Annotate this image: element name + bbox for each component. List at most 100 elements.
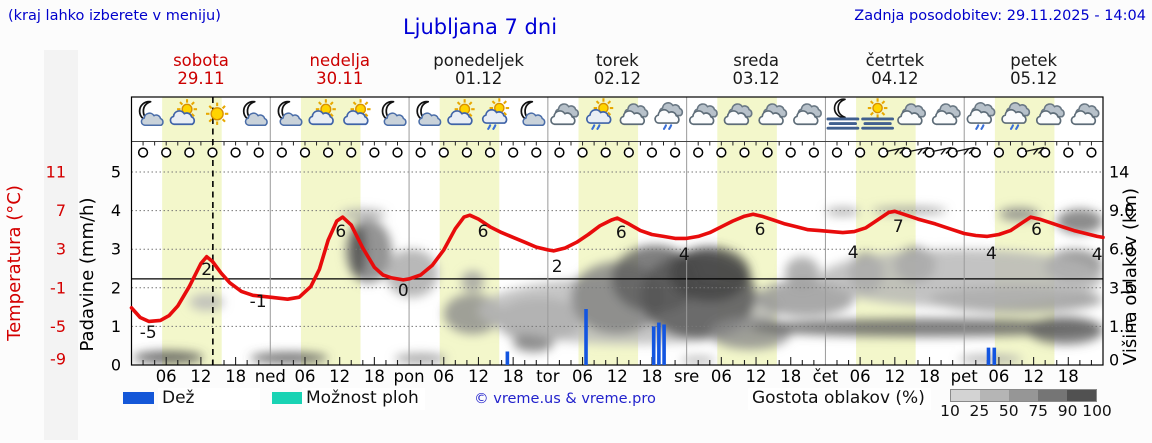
wind-calm-symbol <box>693 147 704 158</box>
wind-calm-symbol <box>831 147 843 158</box>
showers-legend-label: Možnost ploh <box>302 388 425 410</box>
wind-calm-symbol <box>878 147 889 158</box>
wind-calm-symbol <box>669 147 681 158</box>
rain-bar <box>584 309 588 365</box>
density-tick-label: 50 <box>998 402 1019 420</box>
menu-hint: (kraj lahko izberete v meniju) <box>8 8 221 24</box>
precip-tick-label: 3 <box>111 240 121 259</box>
temperature-value-label: 6 <box>478 222 489 242</box>
cloud-tick-label: 1.5 <box>1109 317 1134 336</box>
wind-calm-symbol <box>1040 147 1051 158</box>
cloud-blob <box>1027 316 1103 345</box>
wind-calm-symbol <box>276 147 288 158</box>
temperature-value-label: 0 <box>398 281 409 301</box>
wind-calm-symbol <box>901 147 912 158</box>
day-date: 03.12 <box>732 69 780 88</box>
weather-icon-clouds <box>1035 103 1065 126</box>
x-day-label: pon <box>394 367 425 386</box>
rain-bar <box>992 347 997 365</box>
x-hour-label: 18 <box>919 367 940 386</box>
density-color-segment <box>1009 390 1038 401</box>
last-update: Zadnja posodobitev: 29.11.2025 - 14:04 <box>854 8 1146 24</box>
temperature-value-label: 6 <box>616 223 627 243</box>
weather-icon-clouds <box>723 103 753 126</box>
density-color-segment <box>980 390 1009 401</box>
plot-frame <box>130 96 1104 366</box>
wind-barb <box>886 146 906 155</box>
weather-icon-moon-cloud <box>520 100 546 126</box>
weather-icon-moon-cloud <box>242 100 268 126</box>
weather-icon-sun-cloud <box>447 99 475 126</box>
cloud-blob <box>669 246 751 302</box>
page-title: Ljubljana 7 dni <box>402 15 558 39</box>
temp-tick-label: 11 <box>46 163 66 182</box>
wind-calm-symbol <box>785 147 796 158</box>
wind-calm-symbol <box>808 147 820 158</box>
weather-icon-sun-cloud <box>169 99 198 126</box>
rain-bar <box>505 351 510 365</box>
cloud-tick-label: 14 <box>1109 163 1129 182</box>
wind-calm-symbol <box>993 147 1005 158</box>
weather-icon-clouds <box>931 103 961 126</box>
x-hour-label: 12 <box>884 367 905 386</box>
temperature-curve <box>129 209 1105 324</box>
day-name: nedelja <box>309 51 371 70</box>
weather-icon-moon-cloud <box>138 100 164 126</box>
weather-icon-moon-cloud <box>381 100 407 126</box>
wind-calm-symbol <box>230 147 241 158</box>
wind-calm-symbol <box>508 147 519 158</box>
wind-calm-symbol <box>623 147 634 158</box>
x-hour-label: 12 <box>1023 367 1044 386</box>
cloud-blob <box>189 293 225 311</box>
wind-barb <box>909 146 929 155</box>
cloud-blob <box>1056 209 1103 234</box>
precip-tick-label: 5 <box>111 163 121 182</box>
weather-icon-moon-cloud <box>277 100 303 126</box>
wind-calm-symbol <box>299 147 311 158</box>
rain-bar <box>662 324 666 365</box>
x-hour-label: 18 <box>503 367 524 386</box>
copyright-link[interactable]: © vreme.us & vreme.pro <box>474 391 656 407</box>
x-hour-label: 12 <box>468 367 489 386</box>
wind-calm-symbol <box>854 147 866 158</box>
wind-calm-symbol <box>1016 147 1028 158</box>
x-hour-label: 06 <box>988 367 1009 386</box>
cloud-tick-label: 6.0 <box>1109 240 1134 259</box>
cloud-density-field <box>133 206 1103 365</box>
x-hour-label: 12 <box>746 367 767 386</box>
day-name: torek <box>596 51 639 70</box>
density-tick-label: 100 <box>1082 402 1112 420</box>
temperature-axis-title: Temperatura (°C) <box>4 185 25 341</box>
cloud-blob <box>513 334 554 353</box>
wind-calm-symbol <box>484 147 496 158</box>
temperature-value-label: 2 <box>201 260 212 280</box>
day-date: 05.12 <box>1010 69 1058 88</box>
x-hour-label: 18 <box>225 367 246 386</box>
density-color-segment <box>1038 390 1067 401</box>
day-header-nedelja: nedelja 30.11 <box>270 52 409 88</box>
wind-calm-symbol <box>438 147 449 158</box>
cloud-tick-label: 9.0 <box>1109 201 1134 220</box>
wind-calm-symbol <box>461 147 473 158</box>
cloud-density-legend-label: Gostota oblakov (%) <box>748 388 931 410</box>
cloud-tick-label: 3.5 <box>1109 278 1134 297</box>
showers-legend-swatch <box>272 392 303 404</box>
left-axis-strip <box>44 50 78 440</box>
cloud-density-scale-labels: 10 25 50 75 90 100 <box>0 402 1152 422</box>
weather-icon-fog-sun <box>861 98 894 130</box>
temp-tick-label: 7 <box>56 201 66 220</box>
cloud-tick-label: 0 <box>1109 351 1119 370</box>
weather-icon-sun-cloud-drizzle <box>481 98 510 130</box>
weather-icon-sun-cloud <box>343 99 371 126</box>
day-name: sreda <box>733 51 779 70</box>
cloud-blob <box>756 280 855 317</box>
wind-calm-symbol <box>577 147 588 158</box>
x-hour-label: 06 <box>711 367 732 386</box>
x-hour-label: 06 <box>850 367 871 386</box>
weather-icon-clouds <box>550 103 580 126</box>
wind-calm-symbol <box>1086 147 1097 158</box>
wind-calm-symbol <box>716 147 727 158</box>
weather-icon-clouds <box>897 103 927 126</box>
